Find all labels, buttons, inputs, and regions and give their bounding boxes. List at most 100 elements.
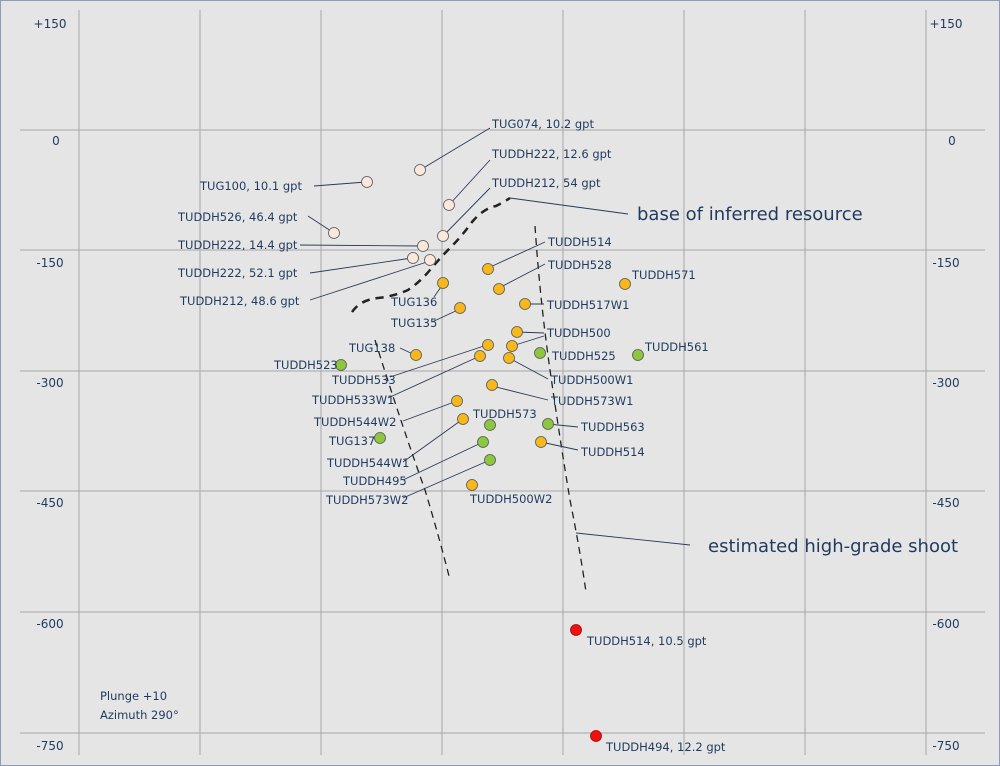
left-elevation-axis: +150 0 -150 -300 -450 -600 -750: [34, 17, 67, 753]
label-tuddh514: TUDDH514: [547, 235, 612, 249]
leader-line: [402, 400, 458, 422]
label-tuddh573w2: TUDDH573W2: [325, 493, 408, 507]
label-tuddh500w1: TUDDH500W1: [550, 373, 633, 387]
label-tuddh514-high-grade: TUDDH514, 10.5 gpt: [586, 634, 707, 648]
drillhole-tug136-point: [437, 277, 449, 289]
drillhole-tuddh573-point: [484, 419, 496, 431]
leader-line: [419, 127, 491, 171]
leader-line: [313, 181, 367, 187]
drillhole-tuddh500-point: [511, 326, 523, 338]
label-tuddh533w1: TUDDH533W1: [311, 393, 394, 407]
drillhole-tuddh514-point: [482, 263, 494, 275]
leader-line: [498, 263, 546, 289]
leader-line: [402, 418, 464, 463]
leader-line: [487, 241, 546, 269]
label-tuddh212: TUDDH212, 54 gpt: [491, 176, 601, 190]
label-tug135: TUG135: [390, 316, 437, 330]
drillhole-tuddh573w1-point: [486, 379, 498, 391]
shoot-boundary-west: [374, 339, 451, 581]
axis-label-left: -750: [36, 739, 63, 753]
drillhole-tuddh500w1-point: [503, 352, 515, 364]
drillhole-tuddh525-point: [534, 347, 546, 359]
drillhole-tuddh523-point: [335, 359, 347, 371]
axis-label-left: -300: [36, 376, 63, 390]
drillhole-tuddh514-high-grade-point: [570, 624, 582, 636]
axis-label-left: +150: [34, 17, 67, 31]
leader-line: [387, 355, 481, 399]
axis-label-left: -150: [36, 256, 63, 270]
label-tug100: TUG100, 10.1 gpt: [199, 179, 302, 193]
drillhole-tuddh573w2-point: [484, 454, 496, 466]
leader-line: [509, 197, 629, 215]
leader-line: [309, 257, 413, 274]
drillhole-tuddh500w2-point: [466, 479, 478, 491]
label-tuddh525: TUDDH525: [551, 349, 616, 363]
label-tuddh500: TUDDH500: [546, 326, 611, 340]
drillhole-tug138-point: [410, 349, 422, 361]
leader-line: [402, 441, 484, 481]
drillhole-tuddh563-point: [542, 418, 554, 430]
drillhole-tug137-point: [374, 432, 386, 444]
axis-label-right: +150: [930, 17, 963, 31]
leader-line: [540, 441, 579, 451]
leader-line: [575, 532, 691, 546]
label-tuddh523: TUDDH523: [273, 358, 338, 372]
high-grade-shoot-label: estimated high-grade shoot: [708, 536, 958, 557]
axis-label-right: -150: [932, 256, 959, 270]
drillhole-point: [506, 340, 518, 352]
label-tuddh573: TUDDH573: [472, 407, 537, 421]
drillhole-tuddh533w1-point: [474, 350, 486, 362]
label-tuddh526: TUDDH526, 46.4 gpt: [177, 210, 298, 224]
drillhole-tuddh533-point: [482, 339, 494, 351]
label-tuddh222: TUDDH222, 12.6 gpt: [491, 147, 612, 161]
leader-line: [491, 385, 549, 401]
label-tuddh544w2: TUDDH544W2: [313, 415, 396, 429]
drillhole-tuddh517w1-point: [519, 298, 531, 310]
axis-label-right: -450: [932, 496, 959, 510]
leader-line: [402, 459, 491, 499]
drillhole-tuddh494-high-grade-point: [590, 730, 602, 742]
drillhole-tuddh212-point: [437, 230, 449, 242]
label-tuddh533: TUDDH533: [331, 373, 396, 387]
label-tuddh517w1: TUDDH517W1: [546, 298, 629, 312]
leader-line: [442, 187, 491, 237]
label-tuddh571: TUDDH571: [631, 268, 696, 282]
label-tuddh494-high-grade: TUDDH494, 12.2 gpt: [605, 740, 726, 754]
label-tuddh222: TUDDH222, 52.1 gpt: [177, 266, 298, 280]
leader-line: [309, 260, 431, 301]
drillhole-tuddh526-point: [328, 227, 340, 239]
axis-label-right: 0: [948, 134, 956, 148]
drillhole-tug135-point: [454, 302, 466, 314]
label-tug137: TUG137: [328, 434, 375, 448]
interpretation-lines: [350, 196, 587, 593]
label-tuddh495: TUDDH495: [342, 474, 407, 488]
drillhole-tuddh212-point: [424, 254, 436, 266]
drill-hole-labels: TUG074, 10.2 gpt TUDDH222, 12.6 gpt TUDD…: [177, 117, 726, 754]
drillhole-tuddh561-point: [632, 349, 644, 361]
label-tuddh212: TUDDH212, 48.6 gpt: [179, 294, 300, 308]
label-tug136: TUG136: [390, 295, 437, 309]
label-tuddh563: TUDDH563: [580, 420, 645, 434]
label-tuddh561: TUDDH561: [644, 340, 709, 354]
label-tug074: TUG074, 10.2 gpt: [491, 117, 594, 131]
axis-label-right: -750: [932, 739, 959, 753]
drill-hole-points: [328, 164, 644, 742]
drillhole-tuddh528-point: [493, 283, 505, 295]
label-tuddh500w2: TUDDH500W2: [469, 492, 552, 506]
axis-label-left: 0: [52, 134, 60, 148]
drillhole-tuddh222-point: [443, 199, 455, 211]
plunge-note: Plunge +10: [100, 689, 167, 703]
label-tug138: TUG138: [348, 341, 395, 355]
drillhole-tuddh544w1-point: [457, 413, 469, 425]
axis-label-right: -600: [932, 617, 959, 631]
leader-line: [299, 244, 423, 247]
label-tuddh544w1: TUDDH544W1: [326, 456, 409, 470]
axis-label-left: -450: [36, 496, 63, 510]
label-tuddh573w1: TUDDH573W1: [550, 394, 633, 408]
azimuth-note: Azimuth 290°: [100, 708, 179, 722]
drillhole-tuddh544w2-point: [451, 395, 463, 407]
base-of-resource-line: [350, 196, 511, 313]
axis-label-right: -300: [932, 376, 959, 390]
drillhole-tuddh222-point: [417, 240, 429, 252]
